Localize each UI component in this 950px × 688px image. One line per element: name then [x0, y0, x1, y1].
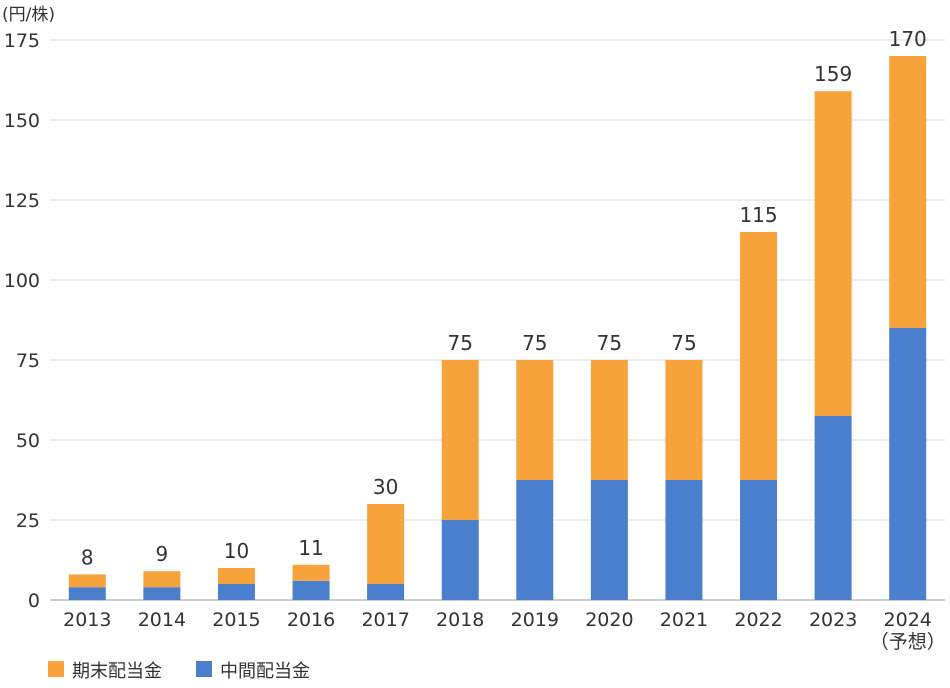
- x-tick-label: 2020: [585, 609, 633, 631]
- total-label: 159: [814, 62, 852, 86]
- bar-segment: [665, 480, 703, 600]
- x-tick-label: 2014: [138, 609, 186, 631]
- bar-segment: [441, 360, 479, 520]
- bar-segment: [68, 587, 106, 600]
- x-tick-label: 2024: [884, 609, 932, 631]
- legend-label: 期末配当金: [72, 661, 162, 682]
- total-label: 75: [671, 331, 696, 355]
- total-label: 9: [156, 542, 169, 566]
- x-tick-label: 2015: [212, 609, 260, 631]
- bar-segment: [367, 504, 405, 584]
- gridlines: [50, 39, 945, 601]
- y-tick-label: 100: [4, 270, 40, 292]
- bar-segment: [217, 584, 255, 600]
- bar-segment: [740, 232, 778, 480]
- legend-swatch: [48, 661, 64, 677]
- bar-segment: [889, 328, 927, 600]
- x-tick-label: 2018: [436, 609, 484, 631]
- total-label: 30: [373, 475, 398, 499]
- x-tick-label: 2023: [809, 609, 857, 631]
- y-tick-label: 25: [16, 510, 40, 532]
- bar-segment: [292, 564, 330, 581]
- y-tick-label: 50: [16, 430, 40, 452]
- x-tick-label: 2022: [734, 609, 782, 631]
- legend-swatch: [196, 661, 212, 677]
- x-tick-label: 2016: [287, 609, 335, 631]
- x-tick-label: 2017: [361, 609, 409, 631]
- y-tick-label: 125: [4, 190, 40, 212]
- y-tick-label: 75: [16, 350, 40, 372]
- total-label: 75: [522, 331, 547, 355]
- x-axis-ticks: 2013 2014 2015 2016 2017 2018 2019 2020 2021 2022…: [63, 609, 946, 653]
- total-label: 115: [739, 203, 777, 227]
- x-tick-sublabel: （予想）: [870, 631, 946, 653]
- bar-segment: [217, 568, 255, 584]
- bar-segment: [143, 571, 181, 588]
- y-tick-label: 0: [28, 590, 40, 612]
- y-tick-label: 175: [4, 30, 40, 52]
- bar-segment: [516, 480, 554, 600]
- y-axis-ticks: 0 25 50 75 100 125 150 175: [4, 30, 40, 612]
- bar-segment: [367, 584, 405, 600]
- legend-label: 中間配当金: [220, 661, 310, 682]
- x-tick-label: 2021: [660, 609, 708, 631]
- total-labels: 8 9 10 11 30 75 75 75 75 115 159 170: [81, 27, 927, 569]
- bar-segment: [143, 587, 181, 600]
- total-label: 75: [447, 331, 472, 355]
- total-label: 170: [889, 27, 927, 51]
- bar-segment: [590, 360, 628, 480]
- total-label: 11: [298, 536, 323, 560]
- total-label: 75: [597, 331, 622, 355]
- bars: [68, 56, 927, 600]
- bar-segment: [68, 574, 106, 588]
- bar-segment: [889, 56, 927, 328]
- bar-segment: [814, 416, 852, 600]
- total-label: 10: [224, 539, 249, 563]
- y-tick-label: 150: [4, 110, 40, 132]
- bar-segment: [740, 480, 778, 600]
- bar-segment: [590, 480, 628, 600]
- x-tick-label: 2019: [511, 609, 559, 631]
- y-axis-unit-label: (円/株): [2, 5, 55, 25]
- bar-segment: [292, 580, 330, 600]
- bar-segment: [441, 520, 479, 600]
- bar-segment: [516, 360, 554, 480]
- x-tick-label: 2013: [63, 609, 111, 631]
- total-label: 8: [81, 545, 94, 569]
- legend: 期末配当金 中間配当金: [48, 661, 310, 682]
- bar-segment: [814, 91, 852, 416]
- bar-segment: [665, 360, 703, 480]
